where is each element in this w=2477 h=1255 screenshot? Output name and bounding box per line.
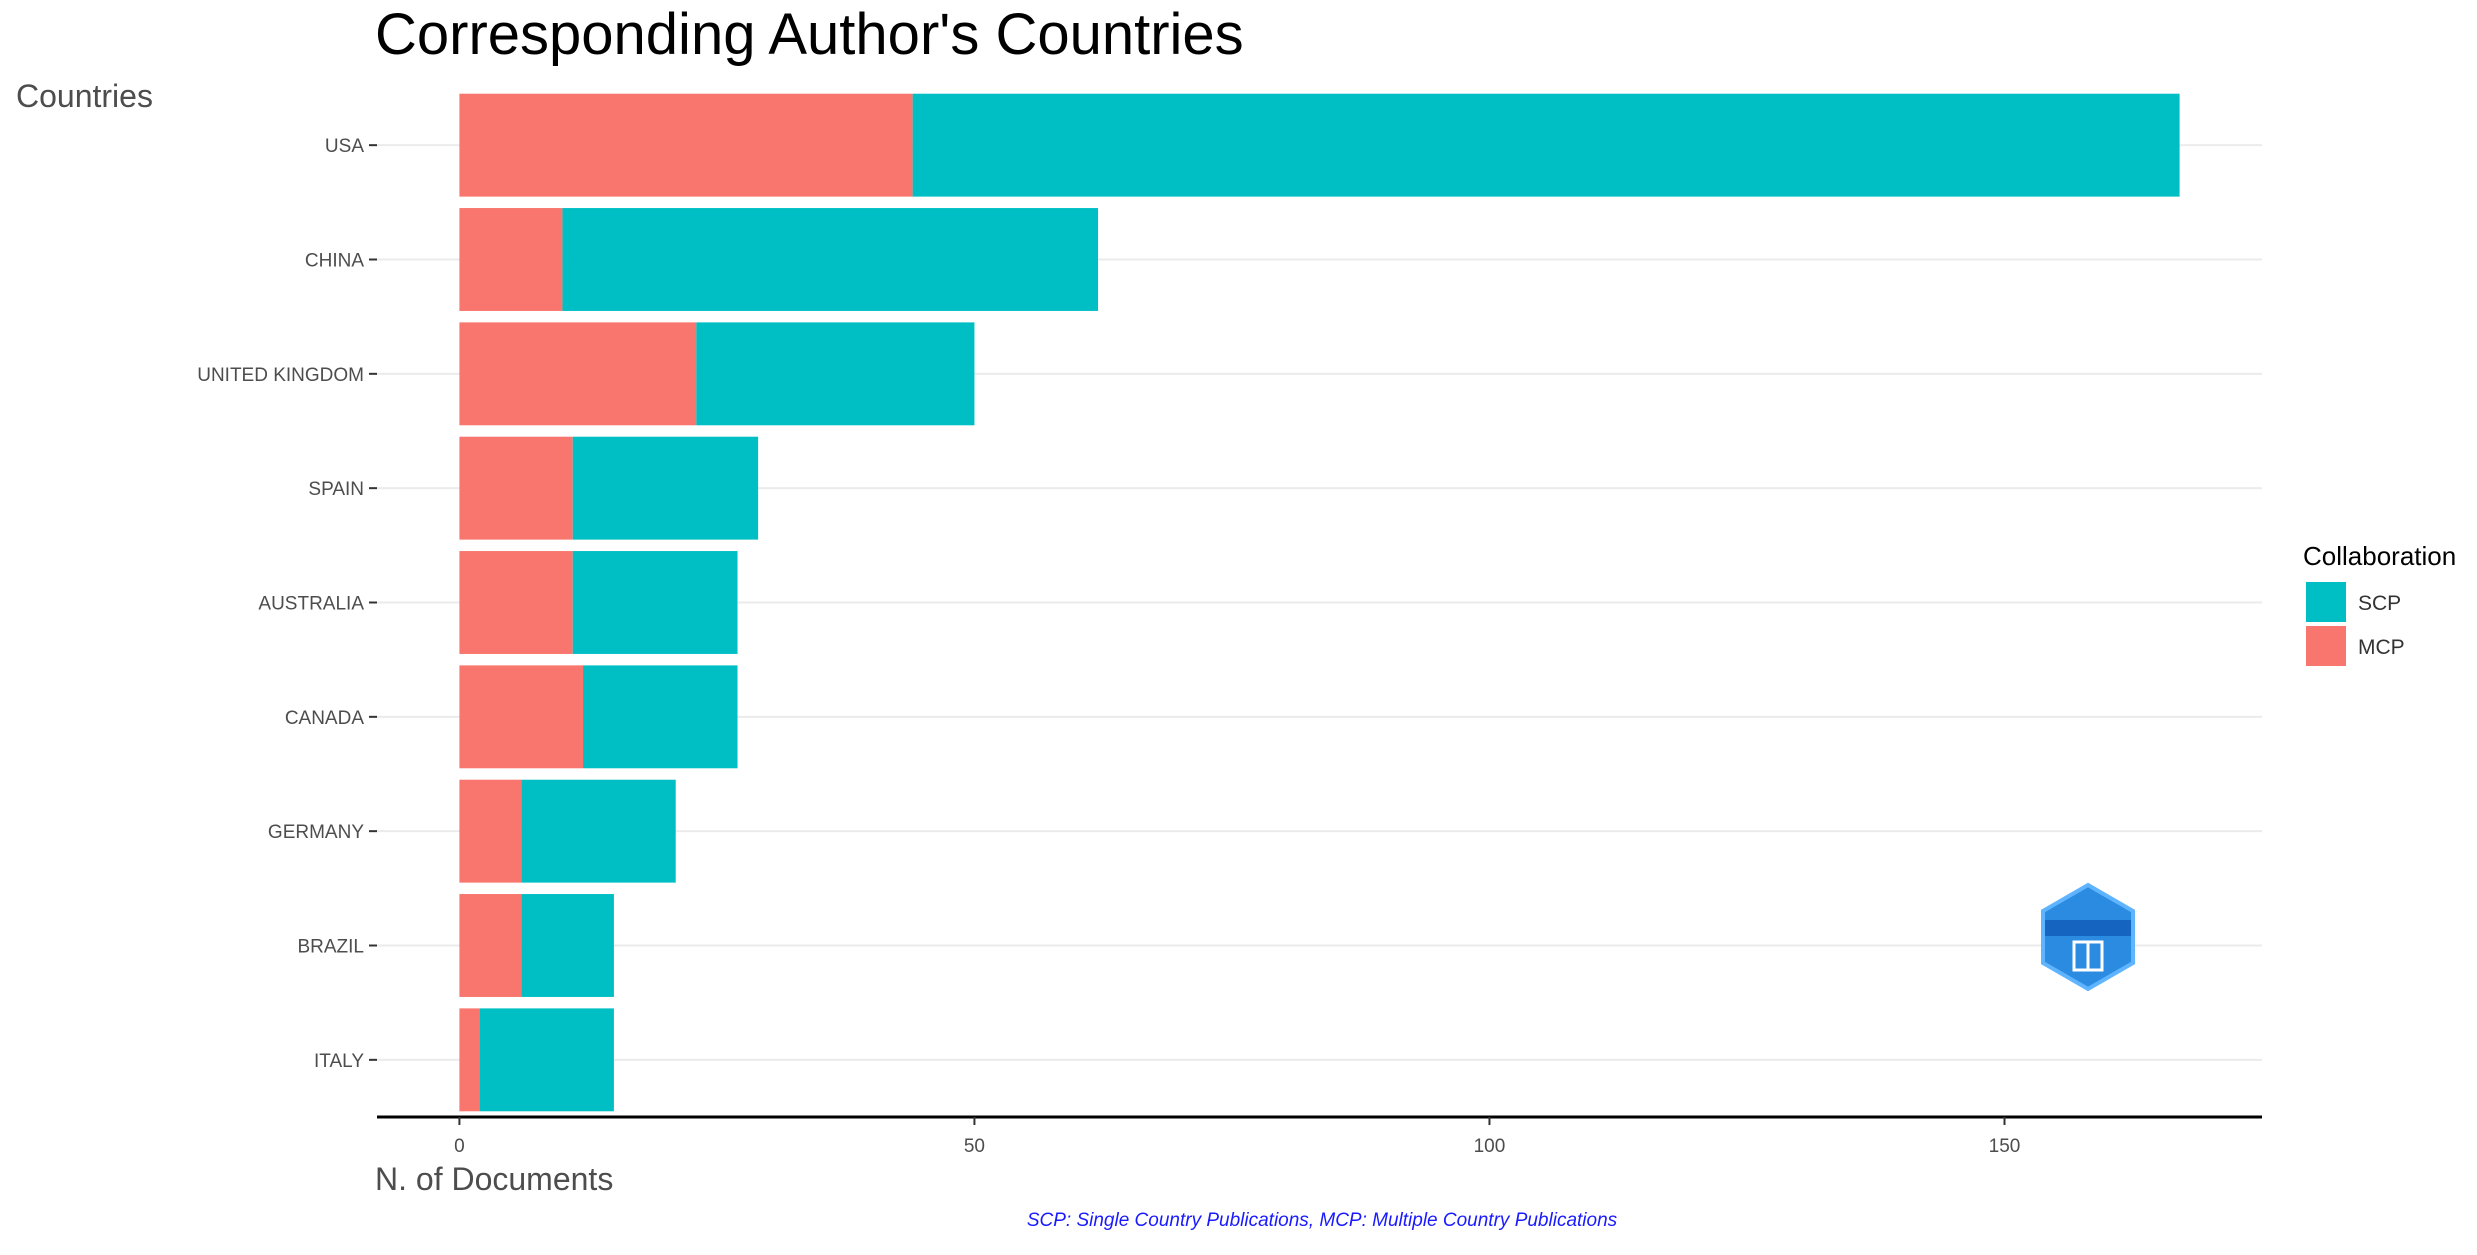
- chart-title: Corresponding Author's Countries: [375, 2, 1244, 67]
- legend-swatch-mcp: [2306, 626, 2346, 666]
- x-axis: 0 50 100 150: [377, 1115, 2262, 1157]
- legend-swatch-scp: [2306, 582, 2346, 622]
- bar-scp: [572, 436, 759, 540]
- logo-banner: [2045, 920, 2131, 936]
- bar-scp: [912, 93, 2180, 197]
- legend-items: SCP MCP: [2306, 582, 2405, 666]
- bibliometrix-logo: [2041, 882, 2135, 992]
- bar-scp: [583, 665, 738, 769]
- bar-scp: [572, 551, 738, 654]
- bar-mcp: [459, 665, 584, 769]
- y-tick-label: CHINA: [305, 251, 364, 272]
- bar-scp: [521, 779, 676, 883]
- legend: Collaboration SCP MCP: [2303, 541, 2456, 666]
- chart-caption: SCP: Single Country Publications, MCP: M…: [1027, 1210, 1618, 1231]
- bar-mcp: [459, 551, 573, 654]
- bar-scp: [562, 208, 1099, 311]
- bars: [459, 93, 2180, 1112]
- x-tick-label: 0: [454, 1136, 465, 1157]
- y-tick-label: CANADA: [285, 708, 365, 729]
- y-tick-label: ITALY: [314, 1051, 364, 1072]
- bar-scp: [480, 1008, 614, 1112]
- legend-label-scp: SCP: [2358, 592, 2401, 615]
- bar-scp: [696, 322, 975, 426]
- y-tick-label: SPAIN: [308, 479, 364, 500]
- y-tick-label: UNITED KINGDOM: [197, 365, 364, 386]
- y-tick-label: AUSTRALIA: [258, 594, 364, 615]
- legend-title: Collaboration: [2303, 541, 2456, 571]
- y-tick-label: GERMANY: [268, 822, 364, 843]
- y-tick-label: USA: [325, 136, 364, 157]
- bar-mcp: [459, 894, 522, 997]
- y-axis-title: Countries: [16, 78, 153, 114]
- x-axis-title: N. of Documents: [375, 1161, 613, 1197]
- bar-mcp: [459, 208, 563, 311]
- x-tick-label: 150: [1989, 1136, 2021, 1157]
- bar-mcp: [459, 779, 522, 883]
- bar-mcp: [459, 93, 913, 197]
- x-tick-label: 50: [964, 1136, 985, 1157]
- bar-mcp: [459, 1008, 481, 1112]
- y-axis: USA CHINA UNITED KINGDOM SPAIN AUSTRALIA CANA…: [197, 136, 377, 1072]
- legend-label-mcp: MCP: [2358, 636, 2405, 659]
- logo-hexagon-icon: [2041, 882, 2135, 992]
- bar-mcp: [459, 322, 697, 426]
- bar-mcp: [459, 436, 573, 540]
- x-tick-label: 100: [1474, 1136, 1506, 1157]
- bar-scp: [521, 894, 614, 997]
- y-tick-label: BRAZIL: [297, 937, 364, 958]
